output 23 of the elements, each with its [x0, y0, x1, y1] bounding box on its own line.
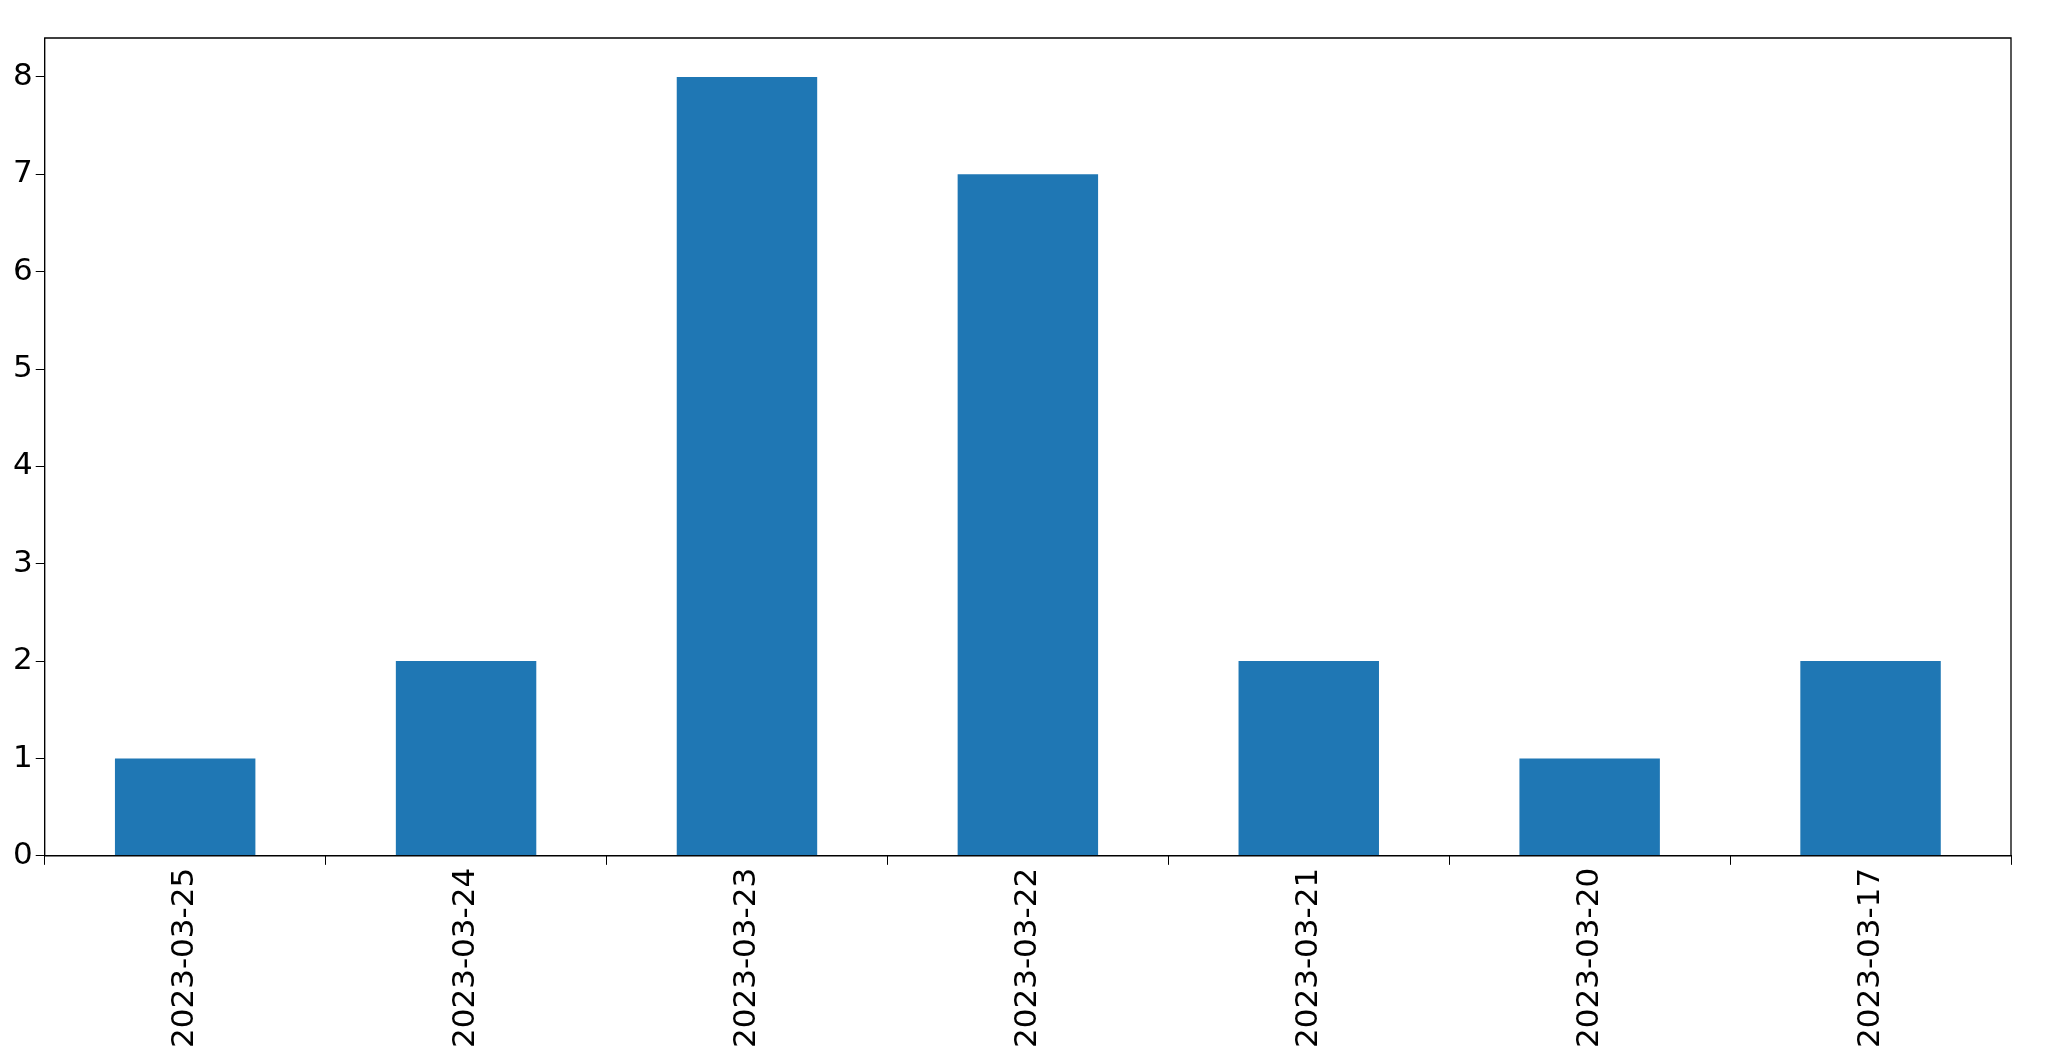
bar [1519, 758, 1660, 856]
y-tick-label: 7 [12, 153, 33, 190]
y-tick-label: 3 [12, 542, 33, 579]
x-tick-label: 2023-03-22 [1006, 867, 1043, 1049]
x-tick-label: 2023-03-24 [445, 867, 482, 1049]
x-tick-label: 2023-03-23 [726, 867, 763, 1049]
bar [676, 76, 818, 856]
y-tick-label: 2 [12, 640, 33, 677]
bar [1800, 661, 1941, 856]
x-tick-label: 2023-03-21 [1287, 867, 1324, 1049]
y-tick-label: 8 [12, 55, 33, 92]
bar [114, 758, 256, 856]
y-tick-label: 1 [12, 737, 33, 774]
x-tick-label: 2023-03-17 [1849, 867, 1886, 1049]
y-tick-label: 6 [12, 250, 33, 287]
y-tick-label: 4 [12, 445, 33, 482]
y-tick-label: 0 [12, 834, 33, 871]
x-tick-label: 2023-03-20 [1568, 867, 1605, 1049]
bar [395, 661, 537, 856]
bar [957, 174, 1099, 856]
bar [1238, 661, 1379, 856]
x-tick-label: 2023-03-25 [164, 867, 201, 1049]
y-tick-label: 5 [12, 348, 33, 385]
